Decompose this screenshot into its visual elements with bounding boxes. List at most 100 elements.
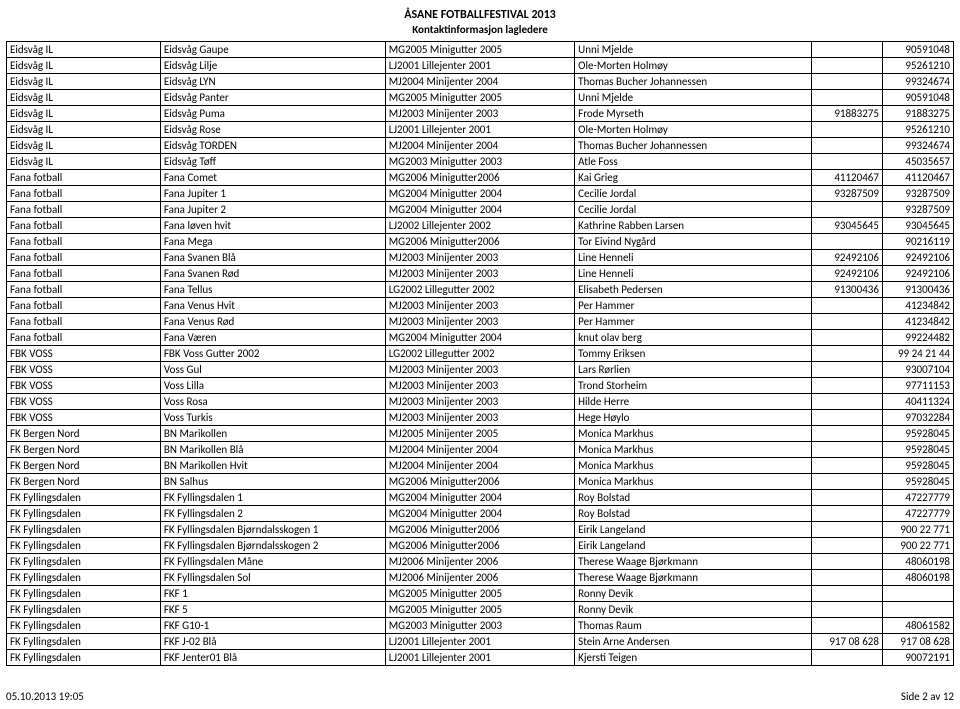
- table-cell: Eidsvåg IL: [7, 137, 161, 153]
- table-row: Fana fotballFana Venus RødMJ2003 Minijen…: [7, 313, 954, 329]
- table-cell: Voss Turkis: [160, 409, 385, 425]
- table-cell: 900 22 771: [882, 521, 953, 537]
- table-cell: [811, 505, 882, 521]
- table-cell: MG2005 Minigutter 2005: [385, 41, 574, 57]
- table-cell: LJ2002 Lillejenter 2002: [385, 217, 574, 233]
- table-cell: Fana fotball: [7, 169, 161, 185]
- table-row: FBK VOSSVoss RosaMJ2003 Minijenter 2003H…: [7, 393, 954, 409]
- table-cell: Fana Venus Rød: [160, 313, 385, 329]
- footer-page-number: Side 2 av 12: [901, 690, 954, 703]
- table-cell: MG2006 Minigutter2006: [385, 473, 574, 489]
- table-cell: Therese Waage Bjørkmann: [575, 553, 812, 569]
- table-cell: MJ2006 Minijenter 2006: [385, 553, 574, 569]
- table-cell: MJ2004 Minijenter 2004: [385, 457, 574, 473]
- table-cell: Eidsvåg IL: [7, 73, 161, 89]
- table-row: Fana fotballFana TellusLG2002 Lillegutte…: [7, 281, 954, 297]
- table-row: Fana fotballFana Svanen BlåMJ2003 Minije…: [7, 249, 954, 265]
- table-cell: Thomas Bucher Johannessen: [575, 137, 812, 153]
- table-cell: FK Fyllingsdalen: [7, 521, 161, 537]
- table-cell: Fana Comet: [160, 169, 385, 185]
- table-cell: FK Bergen Nord: [7, 457, 161, 473]
- table-cell: MG2004 Minigutter 2004: [385, 185, 574, 201]
- table-cell: FK Fyllingsdalen: [7, 505, 161, 521]
- table-cell: 92492106: [882, 249, 953, 265]
- table-cell: 95928045: [882, 473, 953, 489]
- table-cell: Eidsvåg TORDEN: [160, 137, 385, 153]
- table-row: Fana fotballFana Jupiter 1MG2004 Minigut…: [7, 185, 954, 201]
- table-cell: MG2003 Minigutter 2003: [385, 153, 574, 169]
- table-cell: Per Hammer: [575, 313, 812, 329]
- table-cell: MJ2006 Minijenter 2006: [385, 569, 574, 585]
- table-cell: FK Fyllingsdalen: [7, 569, 161, 585]
- table-row: FK FyllingsdalenFK Fyllingsdalen MåneMJ2…: [7, 553, 954, 569]
- table-cell: Fana Tellus: [160, 281, 385, 297]
- table-cell: Fana fotball: [7, 329, 161, 345]
- table-cell: LJ2001 Lillejenter 2001: [385, 649, 574, 665]
- table-cell: 93287509: [882, 185, 953, 201]
- table-row: FK Bergen NordBN SalhusMG2006 Minigutter…: [7, 473, 954, 489]
- table-row: FK FyllingsdalenFKF 5MG2005 Minigutter 2…: [7, 601, 954, 617]
- table-cell: FBK VOSS: [7, 377, 161, 393]
- table-cell: [811, 409, 882, 425]
- table-cell: 90072191: [882, 649, 953, 665]
- table-cell: Roy Bolstad: [575, 489, 812, 505]
- table-cell: FK Fyllingsdalen: [7, 537, 161, 553]
- table-cell: FKF 5: [160, 601, 385, 617]
- table-cell: Cecilie Jordal: [575, 201, 812, 217]
- table-cell: MJ2003 Minijenter 2003: [385, 377, 574, 393]
- table-cell: MJ2003 Minijenter 2003: [385, 249, 574, 265]
- table-cell: Monica Markhus: [575, 457, 812, 473]
- table-cell: FK Fyllingsdalen: [7, 649, 161, 665]
- table-cell: 917 08 628: [882, 633, 953, 649]
- table-row: FBK VOSSVoss GulMJ2003 Minijenter 2003La…: [7, 361, 954, 377]
- table-cell: Cecilie Jordal: [575, 185, 812, 201]
- table-cell: LG2002 Lillegutter 2002: [385, 281, 574, 297]
- table-cell: MJ2003 Minijenter 2003: [385, 393, 574, 409]
- table-row: FK FyllingsdalenFK Fyllingsdalen 1MG2004…: [7, 489, 954, 505]
- table-cell: [811, 649, 882, 665]
- table-cell: [811, 601, 882, 617]
- header-subtitle: Kontaktinformasjon lagledere: [6, 23, 954, 37]
- table-cell: MJ2003 Minijenter 2003: [385, 105, 574, 121]
- table-row: FK FyllingsdalenFKF 1MG2005 Minigutter 2…: [7, 585, 954, 601]
- table-cell: [811, 441, 882, 457]
- table-row: Eidsvåg ILEidsvåg TORDENMJ2004 Minijente…: [7, 137, 954, 153]
- table-row: Fana fotballFana Jupiter 2MG2004 Minigut…: [7, 201, 954, 217]
- table-cell: 917 08 628: [811, 633, 882, 649]
- table-cell: [811, 537, 882, 553]
- table-cell: [811, 425, 882, 441]
- table-cell: 95261210: [882, 57, 953, 73]
- table-row: FBK VOSSVoss LillaMJ2003 Minijenter 2003…: [7, 377, 954, 393]
- table-cell: MG2004 Minigutter 2004: [385, 489, 574, 505]
- table-cell: 93045645: [882, 217, 953, 233]
- table-cell: [811, 233, 882, 249]
- table-cell: Eidsvåg IL: [7, 105, 161, 121]
- table-cell: Thomas Raum: [575, 617, 812, 633]
- table-cell: Fana fotball: [7, 313, 161, 329]
- table-row: Fana fotballFana Venus HvitMJ2003 Minije…: [7, 297, 954, 313]
- table-cell: Eidsvåg IL: [7, 41, 161, 57]
- table-cell: MJ2003 Minijenter 2003: [385, 265, 574, 281]
- table-cell: 97711153: [882, 377, 953, 393]
- table-cell: LJ2001 Lillejenter 2001: [385, 633, 574, 649]
- table-cell: FK Fyllingsdalen: [7, 585, 161, 601]
- table-cell: Tommy Eriksen: [575, 345, 812, 361]
- table-cell: 99324674: [882, 73, 953, 89]
- table-row: FK FyllingsdalenFK Fyllingsdalen 2MG2004…: [7, 505, 954, 521]
- table-cell: Eidsvåg Rose: [160, 121, 385, 137]
- table-cell: Voss Lilla: [160, 377, 385, 393]
- table-cell: [882, 585, 953, 601]
- table-cell: Fana fotball: [7, 265, 161, 281]
- table-row: FBK VOSSVoss TurkisMJ2003 Minijenter 200…: [7, 409, 954, 425]
- table-row: Fana fotballFana MegaMG2006 Minigutter20…: [7, 233, 954, 249]
- table-cell: [811, 345, 882, 361]
- table-cell: Fana fotball: [7, 249, 161, 265]
- table-cell: FBK VOSS: [7, 361, 161, 377]
- table-cell: Eirik Langeland: [575, 521, 812, 537]
- table-cell: Eidsvåg LYN: [160, 73, 385, 89]
- table-cell: FK Bergen Nord: [7, 425, 161, 441]
- table-cell: FBK VOSS: [7, 345, 161, 361]
- table-cell: Fana Venus Hvit: [160, 297, 385, 313]
- table-cell: Monica Markhus: [575, 425, 812, 441]
- table-row: FK FyllingsdalenFK Fyllingsdalen SolMJ20…: [7, 569, 954, 585]
